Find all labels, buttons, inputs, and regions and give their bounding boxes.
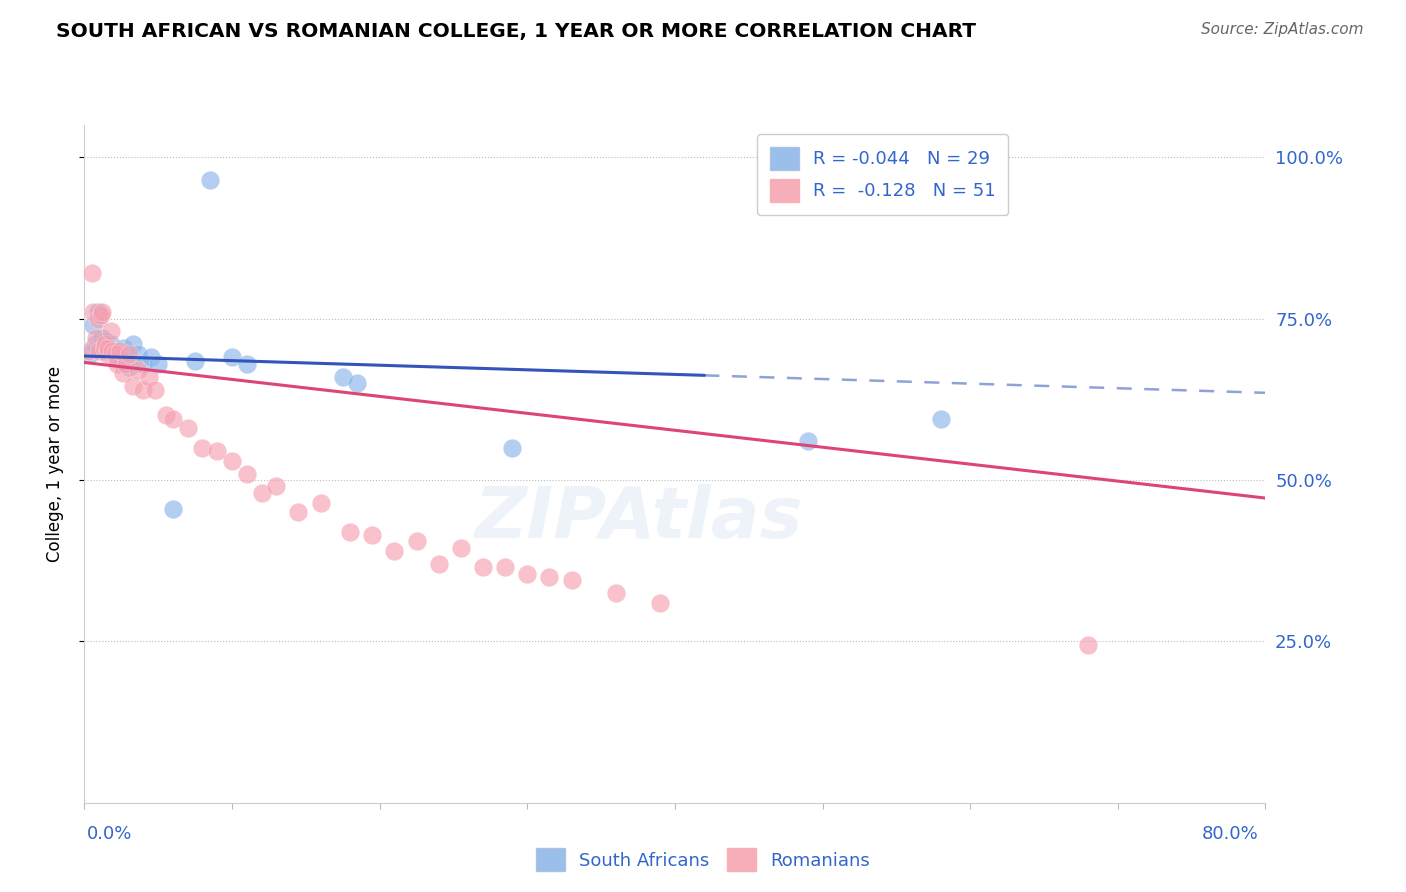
- Point: [118, 347, 141, 361]
- Point: [148, 357, 170, 371]
- Point: [122, 379, 145, 393]
- Point: [94, 337, 117, 351]
- Point: [472, 560, 495, 574]
- Point: [112, 341, 135, 355]
- Point: [77, 343, 100, 358]
- Point: [287, 505, 309, 519]
- Y-axis label: College, 1 year or more: College, 1 year or more: [45, 366, 63, 562]
- Point: [90, 309, 112, 323]
- Point: [139, 351, 162, 365]
- Point: [236, 357, 259, 371]
- Point: [191, 441, 214, 455]
- Point: [198, 173, 221, 187]
- Point: [105, 357, 128, 371]
- Point: [89, 343, 111, 358]
- Point: [405, 534, 427, 549]
- Point: [538, 570, 561, 584]
- Point: [105, 351, 128, 365]
- Point: [103, 347, 125, 361]
- Point: [155, 409, 177, 423]
- Point: [127, 347, 149, 361]
- Point: [100, 337, 122, 351]
- Point: [184, 353, 207, 368]
- Point: [86, 311, 108, 326]
- Point: [177, 421, 200, 435]
- Point: [427, 557, 450, 571]
- Point: [132, 383, 155, 397]
- Text: 0.0%: 0.0%: [87, 825, 132, 843]
- Point: [91, 331, 114, 345]
- Point: [162, 502, 184, 516]
- Point: [82, 318, 104, 332]
- Point: [648, 596, 672, 610]
- Text: ZIPAtlas: ZIPAtlas: [475, 483, 804, 552]
- Point: [264, 479, 288, 493]
- Point: [560, 573, 583, 587]
- Point: [104, 347, 127, 361]
- Point: [89, 309, 111, 323]
- Point: [1077, 638, 1099, 652]
- Point: [929, 411, 952, 425]
- Point: [101, 343, 124, 358]
- Point: [82, 305, 104, 319]
- Point: [501, 441, 523, 455]
- Legend: South Africans, Romanians: South Africans, Romanians: [529, 841, 877, 879]
- Point: [361, 528, 384, 542]
- Point: [93, 341, 115, 355]
- Point: [96, 347, 118, 361]
- Point: [83, 337, 105, 351]
- Point: [143, 383, 166, 397]
- Point: [162, 411, 184, 425]
- Point: [97, 343, 120, 358]
- Point: [108, 343, 131, 358]
- Point: [796, 434, 818, 449]
- Point: [80, 266, 103, 280]
- Point: [339, 524, 361, 539]
- Point: [97, 341, 120, 355]
- Point: [111, 367, 134, 381]
- Point: [221, 351, 243, 365]
- Point: [91, 305, 114, 319]
- Point: [110, 353, 132, 368]
- Point: [94, 334, 117, 348]
- Point: [86, 305, 108, 319]
- Point: [450, 541, 472, 555]
- Text: 80.0%: 80.0%: [1202, 825, 1258, 843]
- Point: [118, 359, 141, 374]
- Point: [221, 453, 243, 467]
- Point: [346, 376, 368, 391]
- Point: [382, 544, 406, 558]
- Point: [309, 495, 332, 509]
- Point: [494, 560, 516, 574]
- Point: [84, 331, 107, 345]
- Point: [79, 347, 101, 361]
- Point: [250, 486, 273, 500]
- Point: [605, 586, 627, 600]
- Point: [516, 566, 538, 581]
- Point: [332, 369, 354, 384]
- Point: [138, 369, 160, 384]
- Text: Source: ZipAtlas.com: Source: ZipAtlas.com: [1201, 22, 1364, 37]
- Legend: R = -0.044   N = 29, R =  -0.128   N = 51: R = -0.044 N = 29, R = -0.128 N = 51: [756, 134, 1008, 215]
- Point: [236, 467, 259, 481]
- Point: [114, 357, 136, 371]
- Point: [100, 325, 122, 339]
- Point: [132, 357, 155, 371]
- Text: SOUTH AFRICAN VS ROMANIAN COLLEGE, 1 YEAR OR MORE CORRELATION CHART: SOUTH AFRICAN VS ROMANIAN COLLEGE, 1 YEA…: [56, 22, 976, 41]
- Point: [205, 444, 228, 458]
- Point: [127, 363, 149, 377]
- Point: [122, 337, 145, 351]
